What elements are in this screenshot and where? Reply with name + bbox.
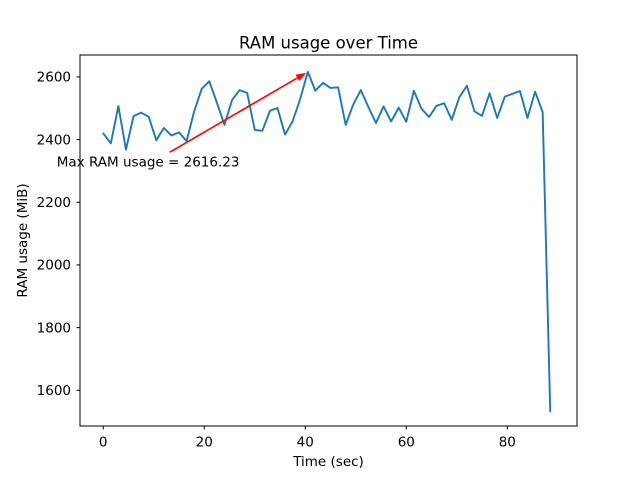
x-tick-label: 60	[398, 435, 415, 451]
x-axis: 0 20 40 60 80	[99, 426, 516, 451]
y-axis: 1600 1800 2000 2200 2400 2600	[37, 70, 80, 399]
y-tick-label: 2400	[37, 132, 71, 148]
x-tick-label: 40	[297, 435, 314, 451]
annotation-arrow-line	[169, 76, 300, 153]
x-tick-label: 80	[499, 435, 516, 451]
x-tick-label: 0	[99, 435, 108, 451]
plot-area	[79, 54, 578, 427]
max-annotation: Max RAM usage = 2616.23	[57, 72, 307, 171]
annotation-text: Max RAM usage = 2616.23	[57, 155, 240, 171]
annotation-arrowhead-icon	[295, 72, 307, 81]
y-tick-label: 2000	[37, 258, 71, 274]
y-tick-label: 1800	[37, 320, 71, 336]
y-tick-label: 1600	[37, 383, 71, 399]
y-axis-label: RAM usage (MiB)	[15, 183, 31, 297]
ram-usage-line	[102, 70, 552, 413]
x-axis-label: Time (sec)	[292, 454, 364, 470]
y-tick-label: 2200	[37, 195, 71, 211]
y-tick-label: 2600	[37, 70, 71, 86]
chart-title: RAM usage over Time	[239, 34, 418, 53]
x-tick-label: 20	[196, 435, 213, 451]
